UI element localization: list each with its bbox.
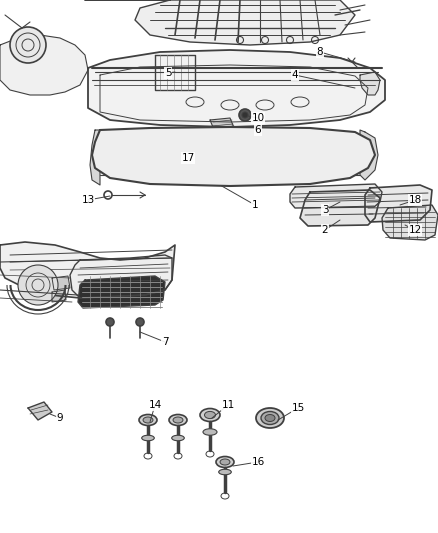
Polygon shape bbox=[360, 72, 380, 95]
Ellipse shape bbox=[205, 411, 215, 418]
Ellipse shape bbox=[220, 459, 230, 465]
Polygon shape bbox=[290, 184, 382, 208]
Circle shape bbox=[239, 109, 251, 121]
Polygon shape bbox=[52, 290, 66, 302]
Polygon shape bbox=[382, 205, 438, 240]
Text: 8: 8 bbox=[317, 47, 323, 57]
Circle shape bbox=[10, 27, 46, 63]
Polygon shape bbox=[0, 242, 175, 298]
Ellipse shape bbox=[173, 417, 183, 423]
Text: 11: 11 bbox=[221, 400, 235, 410]
Text: 18: 18 bbox=[408, 195, 422, 205]
Polygon shape bbox=[300, 190, 380, 226]
Ellipse shape bbox=[142, 435, 154, 441]
Text: 12: 12 bbox=[408, 225, 422, 235]
Ellipse shape bbox=[216, 456, 234, 467]
Polygon shape bbox=[78, 276, 165, 308]
Ellipse shape bbox=[139, 415, 157, 425]
Ellipse shape bbox=[256, 408, 284, 428]
Text: 10: 10 bbox=[251, 113, 265, 123]
Circle shape bbox=[106, 318, 114, 326]
Circle shape bbox=[192, 152, 198, 158]
Ellipse shape bbox=[143, 417, 153, 423]
Polygon shape bbox=[365, 185, 432, 222]
Ellipse shape bbox=[169, 415, 187, 425]
Text: 5: 5 bbox=[165, 68, 171, 78]
Text: 7: 7 bbox=[162, 337, 168, 347]
Text: 13: 13 bbox=[81, 195, 95, 205]
Polygon shape bbox=[70, 255, 172, 298]
Ellipse shape bbox=[200, 408, 220, 422]
Circle shape bbox=[242, 112, 248, 118]
Polygon shape bbox=[92, 127, 375, 186]
Ellipse shape bbox=[261, 411, 279, 424]
Ellipse shape bbox=[265, 415, 275, 422]
Polygon shape bbox=[28, 402, 52, 420]
Text: 16: 16 bbox=[251, 457, 265, 467]
Text: 3: 3 bbox=[321, 205, 328, 215]
Polygon shape bbox=[90, 130, 100, 185]
Ellipse shape bbox=[219, 469, 231, 475]
Text: 4: 4 bbox=[292, 70, 298, 80]
Text: 1: 1 bbox=[252, 200, 258, 210]
Text: 15: 15 bbox=[291, 403, 304, 413]
Polygon shape bbox=[85, 0, 355, 45]
Polygon shape bbox=[360, 130, 378, 180]
Polygon shape bbox=[210, 118, 235, 132]
Polygon shape bbox=[52, 276, 70, 290]
Text: 17: 17 bbox=[181, 153, 194, 163]
Circle shape bbox=[136, 318, 144, 326]
Text: 14: 14 bbox=[148, 400, 162, 410]
Text: 6: 6 bbox=[254, 125, 261, 135]
Text: 9: 9 bbox=[57, 413, 64, 423]
Polygon shape bbox=[155, 55, 195, 90]
Ellipse shape bbox=[172, 435, 184, 441]
Polygon shape bbox=[88, 50, 385, 127]
Polygon shape bbox=[0, 35, 88, 95]
Text: 2: 2 bbox=[321, 225, 328, 235]
Ellipse shape bbox=[203, 429, 217, 435]
Circle shape bbox=[18, 265, 58, 305]
